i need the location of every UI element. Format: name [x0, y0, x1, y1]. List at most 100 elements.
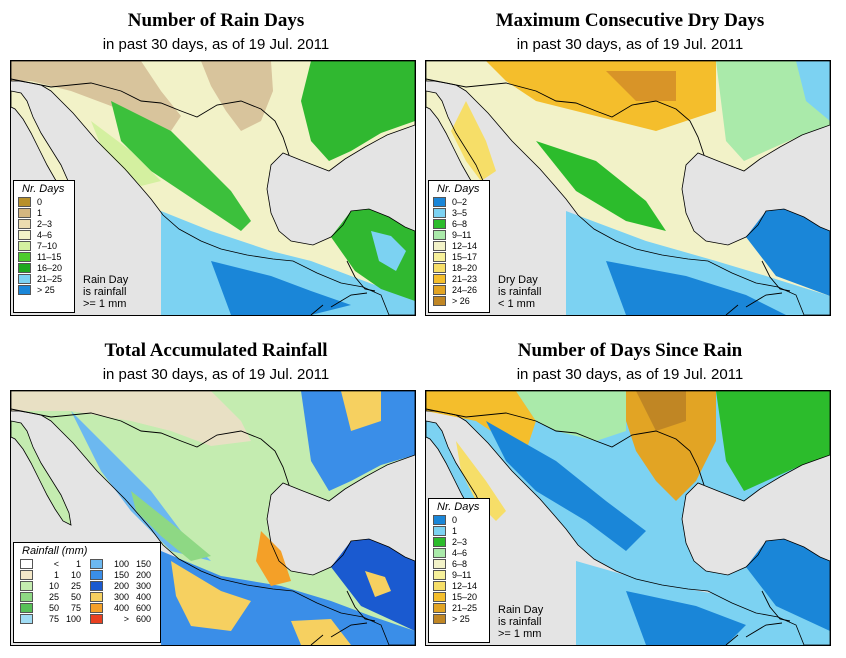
legend-swatch	[20, 569, 33, 580]
legend-label: > 25	[37, 284, 55, 295]
legend-label: 6–8	[452, 218, 468, 229]
region-yucatan	[746, 209, 830, 296]
legend-swatch	[433, 569, 446, 580]
legend-label: > 25	[452, 613, 470, 624]
legend-row: 12–14	[429, 240, 489, 251]
legend-swatch	[433, 580, 446, 591]
panel-subtitle: in past 30 days, as of 19 Jul. 2011	[102, 366, 330, 383]
legend-row: 21–25	[429, 602, 489, 613]
legend-range-high: 75	[70, 602, 81, 613]
legend-label: 2–3	[452, 536, 468, 547]
region-very-long-dry	[606, 71, 676, 101]
legend-title: Nr. Days	[22, 183, 65, 195]
legend-row: 15–17	[429, 251, 489, 262]
legend-row: > 25	[429, 613, 489, 624]
legend-label: 12–14	[452, 580, 478, 591]
region-yucatan	[331, 209, 415, 301]
legend-row: 9–11	[429, 569, 489, 580]
note-line: >= 1 mm	[498, 628, 542, 640]
legend-swatch	[433, 207, 446, 218]
legend-items: <1 100 150 1 10 150 200 10 25 200 300 25 50 300 400 50 7…	[14, 558, 160, 624]
legend-row: 4–6	[14, 229, 74, 240]
legend-swatch	[90, 591, 103, 602]
legend-range-high: 200	[135, 569, 151, 580]
legend-swatch	[90, 569, 103, 580]
legend-title: Nr. Days	[437, 183, 480, 195]
legend-label: 21–25	[37, 273, 63, 284]
legend-row: 25 50	[14, 591, 84, 602]
legend-range-high: 50	[70, 591, 81, 602]
legend-row: 100 150	[84, 558, 154, 569]
legend-range-low: 25	[48, 591, 59, 602]
legend-swatch	[433, 218, 446, 229]
legend-title: Nr. Days	[437, 501, 480, 513]
legend-row: 16–20	[14, 262, 74, 273]
legend-range-low: 75	[48, 613, 59, 624]
legend-range-low: 200	[113, 580, 129, 591]
legend-label: 3–5	[452, 207, 468, 218]
legend-title: Rainfall (mm)	[22, 545, 88, 557]
legend-swatch	[90, 558, 103, 569]
panel-subtitle: in past 30 days, as of 19 Jul. 2011	[516, 366, 744, 383]
legend-range-low: <	[53, 558, 59, 569]
legend-swatch	[20, 580, 33, 591]
legend-swatch	[18, 284, 31, 295]
rain-days-note: Rain Day is rainfall >= 1 mm	[83, 274, 128, 310]
region-north-mod	[516, 391, 626, 441]
legend-range-low: 50	[48, 602, 59, 613]
panel-title: Total Accumulated Rainfall	[104, 340, 328, 361]
region-east	[716, 61, 830, 161]
dry-days-map: Nr. Days 0–2 3–5 6–8 9–11 12–14 15–17 18–20 21–…	[425, 60, 831, 316]
legend-swatch	[433, 558, 446, 569]
legend-label: 15–20	[452, 591, 478, 602]
region-dry-north	[11, 391, 251, 446]
legend-swatch	[18, 207, 31, 218]
legend-swatch	[20, 591, 33, 602]
legend-swatch	[433, 525, 446, 536]
legend-range-high: 100	[65, 613, 81, 624]
since-rain-map: Nr. Days 0 1 2–3 4–6 6–8 9–11 12–14 15–20 21–25 >…	[425, 390, 831, 646]
dry-days-note: Dry Day is rainfall < 1 mm	[498, 274, 541, 310]
note-line: < 1 mm	[498, 298, 535, 310]
region-baja	[451, 101, 496, 181]
legend-row: 9–11	[429, 229, 489, 240]
region-south-recent	[626, 591, 746, 645]
legend-label: 0–2	[452, 196, 468, 207]
legend-swatch	[18, 251, 31, 262]
legend-swatch	[433, 295, 446, 306]
legend-row: 10 25	[14, 580, 84, 591]
legend-row: 1 10	[14, 569, 84, 580]
legend-swatch	[20, 613, 33, 624]
region-wet-east	[301, 61, 415, 161]
legend-range-low: 150	[113, 569, 129, 580]
legend-row: > 26	[429, 295, 489, 306]
legend-range-high: 1	[75, 558, 81, 569]
legend-row: 75 100	[14, 613, 84, 624]
rainfall-legend: Rainfall (mm) <1 100 150 1 10 150 200 10 25 200 30…	[13, 542, 161, 643]
legend-label: 1	[452, 525, 458, 536]
legend-range-high: 600	[135, 602, 151, 613]
legend-label: 11–15	[37, 251, 62, 262]
region-dry-texas	[201, 61, 273, 131]
region-heavy-3	[291, 619, 351, 645]
panel-subtitle: in past 30 days, as of 19 Jul. 2011	[102, 36, 330, 53]
legend-swatch	[433, 613, 446, 624]
region-yucatan	[746, 539, 830, 631]
legend-label: 18–20	[452, 262, 478, 273]
panel-title: Number of Rain Days	[127, 10, 305, 31]
legend-row: 1	[429, 525, 489, 536]
region-heavy-2	[256, 531, 291, 586]
legend-swatch	[18, 240, 31, 251]
note-line: is rainfall	[498, 286, 542, 298]
region-wet-east	[301, 391, 415, 491]
legend-label: 15–17	[452, 251, 478, 262]
panel-title: Maximum Consecutive Dry Days	[495, 10, 765, 31]
region-no-dry	[606, 261, 786, 315]
legend-range-high: 400	[135, 591, 151, 602]
legend-label: 0	[452, 514, 458, 525]
rainfall-panel: Total Accumulated Rainfall in past 30 da…	[6, 330, 426, 650]
region-short-dry	[536, 141, 666, 231]
dry-days-panel: Maximum Consecutive Dry Days in past 30 …	[420, 0, 840, 320]
since-rain-panel: Number of Days Since Rain in past 30 day…	[420, 330, 840, 650]
legend-row: 4–6	[429, 547, 489, 558]
